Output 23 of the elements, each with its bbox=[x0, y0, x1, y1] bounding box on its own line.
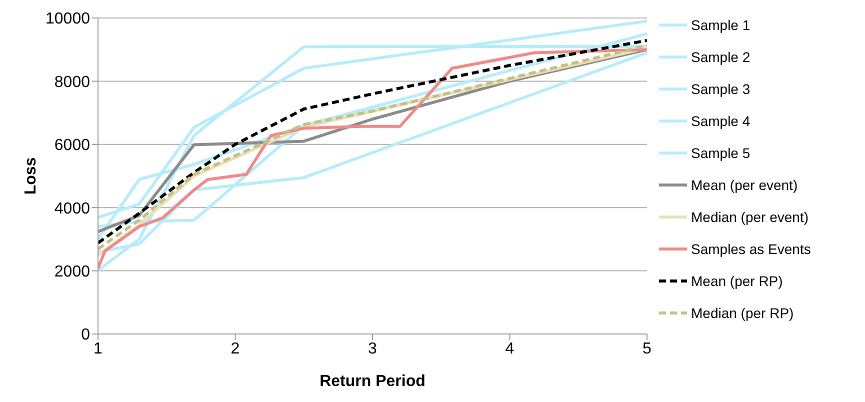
y-tick-label: 6000 bbox=[54, 137, 90, 154]
legend-label: Sample 4 bbox=[691, 113, 750, 129]
y-tick-label: 8000 bbox=[54, 74, 90, 91]
x-tick-label: 3 bbox=[368, 340, 378, 358]
legend-label: Sample 5 bbox=[691, 145, 750, 161]
y-tick-label: 2000 bbox=[54, 263, 90, 280]
legend-label: Samples as Events bbox=[691, 241, 811, 257]
legend-label: Mean (per RP) bbox=[691, 273, 783, 289]
y-tick-label: 10000 bbox=[46, 10, 90, 28]
y-tick-label: 4000 bbox=[54, 200, 90, 218]
y-axis-title: Loss bbox=[22, 157, 40, 195]
legend-label: Sample 1 bbox=[691, 17, 750, 33]
legend-label: Sample 3 bbox=[691, 81, 750, 97]
legend-label: Mean (per event) bbox=[691, 177, 798, 193]
x-tick-label: 1 bbox=[94, 340, 103, 358]
legend-label: Sample 2 bbox=[691, 49, 750, 65]
x-tick-label: 5 bbox=[642, 340, 652, 358]
legend-label: Median (per RP) bbox=[691, 305, 794, 321]
legend-label: Median (per event) bbox=[691, 209, 809, 225]
x-axis-title: Return Period bbox=[320, 373, 426, 390]
x-tick-label: 2 bbox=[230, 340, 240, 358]
y-tick-label: 0 bbox=[81, 326, 90, 344]
x-tick-label: 4 bbox=[505, 340, 514, 358]
